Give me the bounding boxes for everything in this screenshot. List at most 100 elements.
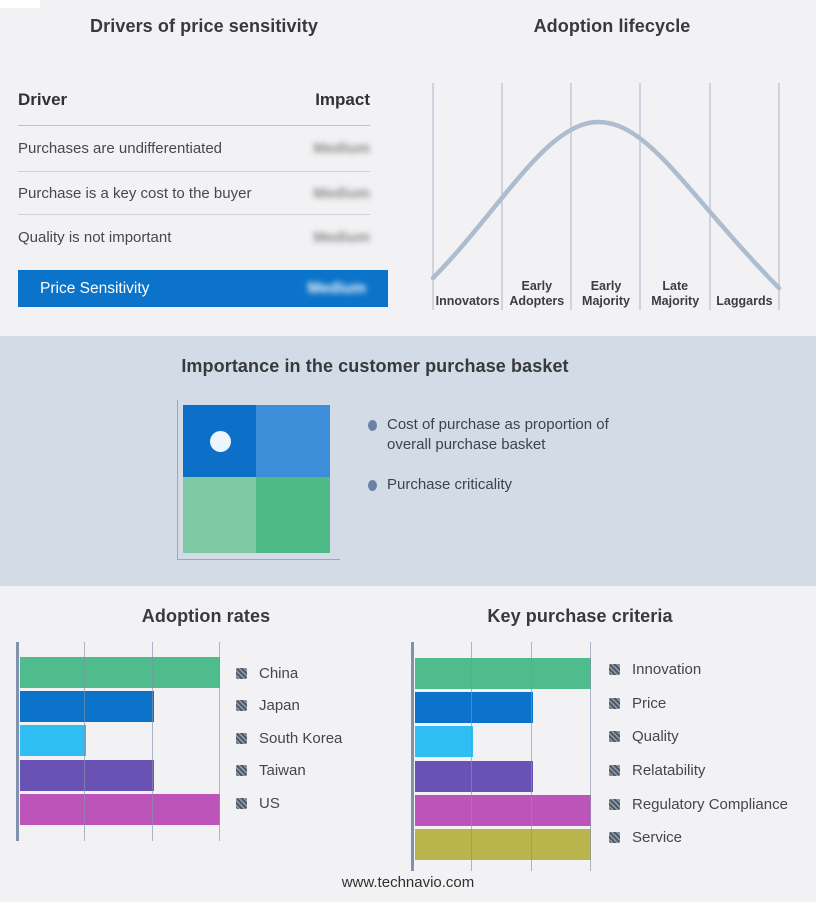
gridline [590,642,591,871]
bar-service [415,828,591,860]
legend-label: US [259,794,280,812]
bar-japan [20,691,154,723]
hatched-swatch-icon [609,731,620,743]
bar-china [20,657,220,688]
hatched-swatch-icon [236,797,247,809]
legend-item: Japan [236,690,342,723]
legend-item: Relatability [609,754,788,788]
stage-label: Early Adopters [509,278,565,309]
matrix-x-axis [177,559,340,560]
hatched-swatch-icon [236,667,247,679]
impact-value: Medium [313,228,370,246]
bar-quality [415,726,474,758]
key-purchase-criteria-bars [415,658,591,863]
driver-row: Purchase is a key cost to the buyer Medi… [18,172,370,215]
legend-item: US [236,787,342,820]
legend-label: Regulatory Compliance [632,795,788,813]
basket-panel-title: Importance in the customer purchase bask… [181,356,569,376]
matrix-marker-dot [210,431,231,452]
key-purchase-criteria-plot [411,642,591,871]
quadrant-bottom-left [183,477,256,553]
hatched-swatch-icon [609,765,620,777]
gridline [151,642,153,841]
bullet-text: Cost of purchase as proportion of overal… [387,416,609,453]
adoption-rates-bars [20,657,220,828]
y-axis-line [16,642,19,841]
driver-label: Quality is not important [18,228,172,246]
legend-item: Service [609,821,788,855]
lifecycle-curve-path [430,119,782,291]
crop-artifact [0,0,40,8]
stage-label: Early Majority [582,278,630,309]
legend-item: China [236,657,342,690]
key-purchase-criteria-legend: Innovation Price Quality Relatability Regula… [609,653,788,855]
bullet-text: Purchase criticality [387,476,513,493]
impact-value: Medium [307,279,366,297]
legend-label: Price [632,694,667,712]
hatched-swatch-icon [236,765,247,777]
bullet-item: Purchase criticality [368,475,630,495]
hatched-swatch-icon [236,700,247,712]
stage-label: Late Majority [651,278,700,309]
drivers-table-header: Driver Impact [18,90,370,126]
bar-south-korea [20,725,86,757]
gridline [84,642,86,841]
legend-item: Price [609,687,788,721]
adoption-rates-legend: China Japan South Korea Taiwan US [236,657,342,820]
driver-row: Purchases are undifferentiated Medium [18,126,370,172]
gridline [530,642,532,871]
legend-label: Innovation [632,661,702,679]
impact-column-header: Impact [315,90,370,109]
stage-label: Innovators [435,294,500,309]
footer-website-url: www.technavio.com [341,874,475,891]
drivers-table: Driver Impact Purchases are undifferenti… [18,90,370,259]
bar-price [415,692,533,724]
y-axis-line [411,642,414,871]
hatched-swatch-icon [236,732,247,744]
lifecycle-panel-title: Adoption lifecycle [533,16,691,36]
key-purchase-criteria-title: Key purchase criteria [487,606,673,626]
legend-item: Regulatory Compliance [609,787,788,821]
drivers-panel-title: Drivers of price sensitivity [90,16,318,36]
price-sensitivity-highlight-row: Price Sensitivity Medium [18,270,388,307]
basket-bullet-list: Cost of purchase as proportion of overal… [368,415,630,515]
legend-item: Taiwan [236,755,342,788]
bar-relatability [415,760,533,792]
hatched-swatch-icon [609,832,620,844]
stage-label: Laggards [716,294,773,309]
quadrant-top-left [183,405,256,477]
legend-label: Quality [632,728,679,746]
driver-column-header: Driver [18,90,68,109]
legend-item: Innovation [609,653,788,687]
legend-label: South Korea [259,729,343,747]
legend-label: Relatability [632,762,706,780]
adoption-rates-plot [16,642,220,841]
bullet-dot-icon [368,480,377,491]
gridline [471,642,473,871]
legend-item: Quality [609,720,788,754]
driver-label: Purchase is a key cost to the buyer [18,184,252,202]
legend-label: China [259,664,299,682]
bar-us [20,793,220,825]
bar-innovation [415,658,591,689]
driver-label: Purchases are undifferentiated [18,140,223,157]
purchase-basket-matrix [183,405,330,553]
bullet-item: Cost of purchase as proportion of overal… [368,415,630,455]
quadrant-bottom-right [256,477,330,553]
hatched-swatch-icon [609,798,620,810]
matrix-y-axis [177,400,178,560]
quadrant-top-right [256,405,330,477]
hatched-swatch-icon [609,697,620,709]
legend-label: Service [632,829,683,847]
bar-taiwan [20,759,154,791]
adoption-rates-title: Adoption rates [141,606,271,626]
lifecycle-chart [430,83,782,310]
hatched-swatch-icon [609,664,620,676]
impact-value: Medium [313,184,370,202]
price-sensitivity-label: Price Sensitivity [40,279,150,297]
impact-value: Medium [313,140,370,157]
bar-regulatory-compliance [415,794,591,826]
bullet-dot-icon [368,420,377,431]
legend-label: Taiwan [259,762,306,780]
